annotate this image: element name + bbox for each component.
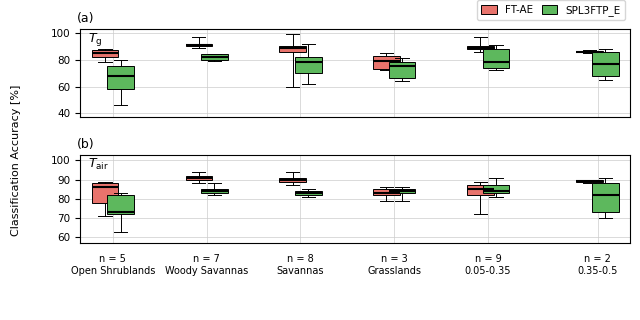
Text: $T_{\mathrm{g}}$: $T_{\mathrm{g}}$ — [88, 31, 102, 48]
Text: n = 7: n = 7 — [193, 254, 220, 264]
PathPatch shape — [389, 62, 415, 78]
PathPatch shape — [577, 180, 603, 181]
Text: Woody Savannas: Woody Savannas — [165, 266, 248, 276]
Text: Open Shrublands: Open Shrublands — [70, 266, 155, 276]
PathPatch shape — [373, 189, 400, 195]
Text: Grasslands: Grasslands — [367, 266, 421, 276]
PathPatch shape — [373, 56, 400, 69]
PathPatch shape — [467, 185, 493, 195]
PathPatch shape — [280, 46, 306, 52]
PathPatch shape — [108, 195, 134, 214]
Text: Classification Accuracy [%]: Classification Accuracy [%] — [11, 84, 21, 236]
Text: 0.05-0.35: 0.05-0.35 — [465, 266, 511, 276]
PathPatch shape — [280, 178, 306, 181]
Text: 0.35-0.5: 0.35-0.5 — [577, 266, 618, 276]
Text: n = 3: n = 3 — [381, 254, 408, 264]
PathPatch shape — [592, 52, 619, 76]
Text: (b): (b) — [77, 138, 95, 151]
PathPatch shape — [108, 66, 134, 89]
PathPatch shape — [577, 51, 603, 52]
PathPatch shape — [186, 176, 212, 180]
Text: n = 5: n = 5 — [99, 254, 126, 264]
PathPatch shape — [295, 57, 321, 73]
PathPatch shape — [92, 183, 118, 203]
PathPatch shape — [389, 189, 415, 193]
Legend: FT-AE, SPL3FTP_E: FT-AE, SPL3FTP_E — [477, 0, 625, 20]
PathPatch shape — [592, 183, 619, 212]
Text: $T_{\mathrm{air}}$: $T_{\mathrm{air}}$ — [88, 157, 109, 172]
PathPatch shape — [92, 50, 118, 57]
Text: Savannas: Savannas — [276, 266, 324, 276]
Text: n = 9: n = 9 — [475, 254, 502, 264]
PathPatch shape — [483, 185, 509, 193]
Text: (a): (a) — [77, 12, 95, 25]
Text: n = 8: n = 8 — [287, 254, 314, 264]
PathPatch shape — [295, 191, 321, 195]
PathPatch shape — [483, 49, 509, 68]
PathPatch shape — [201, 54, 228, 60]
PathPatch shape — [186, 44, 212, 46]
PathPatch shape — [201, 189, 228, 193]
PathPatch shape — [467, 46, 493, 49]
Text: n = 2: n = 2 — [584, 254, 611, 264]
